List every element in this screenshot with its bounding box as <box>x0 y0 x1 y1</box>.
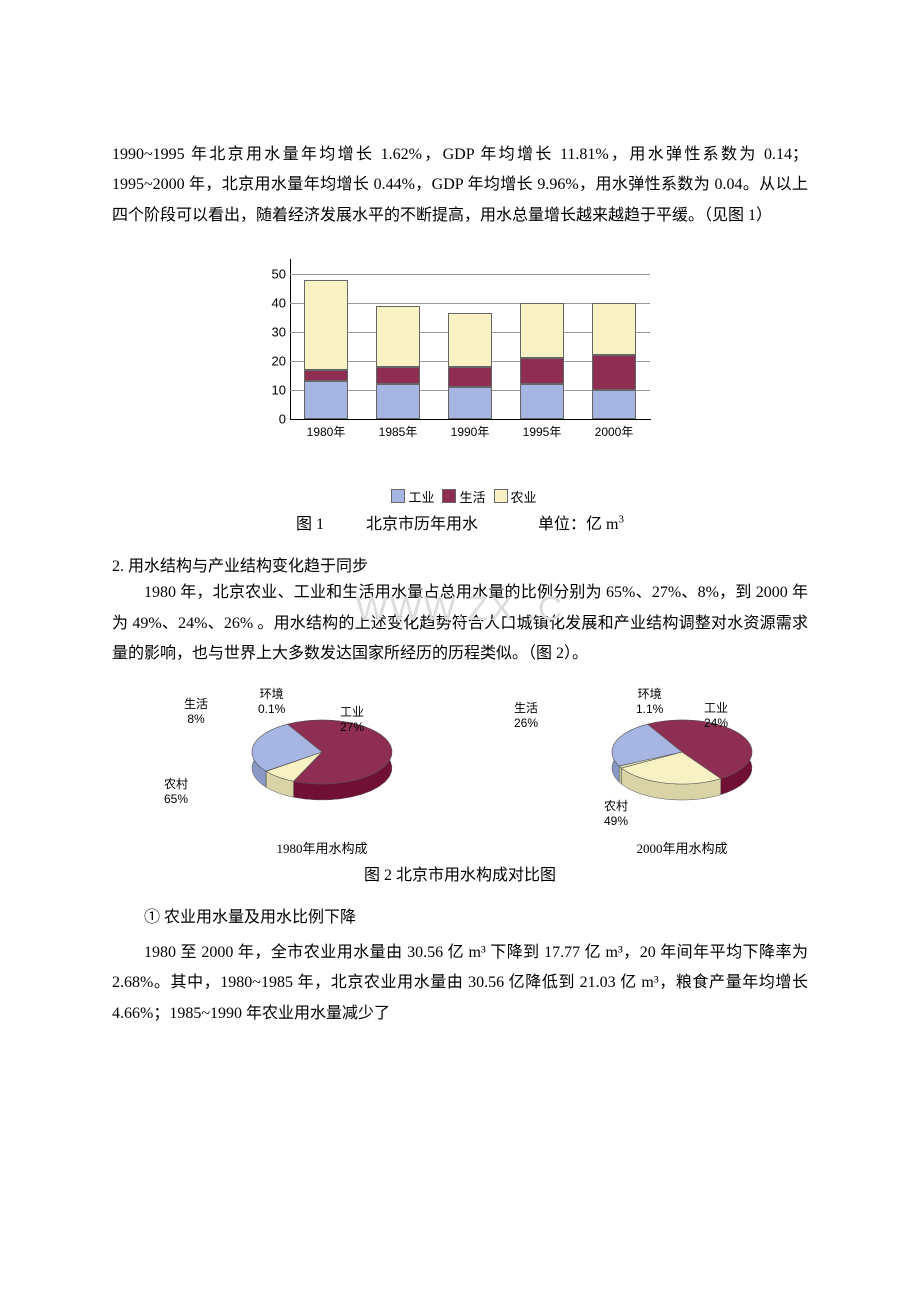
pie-2000-label-agri: 农村49% <box>604 799 628 829</box>
chart-1-caption: 图 1 北京市历年用水 单位：亿 m3 <box>112 510 808 534</box>
chart-1-ytick: 0 <box>264 412 286 427</box>
chart-1-bar <box>304 280 348 420</box>
pie-2000-label-life: 生活26% <box>514 701 538 731</box>
chart-1-caption-fig: 图 1 <box>296 516 324 533</box>
pie-1980-label-agri: 农村65% <box>164 777 188 807</box>
chart-1-caption-unit: 单位：亿 m <box>538 516 618 533</box>
chart-1-ytick: 30 <box>264 324 286 339</box>
chart-1-ytick: 10 <box>264 383 286 398</box>
pie-2000-label-ind: 工业24% <box>704 701 728 731</box>
pie-2000-label-env: 环境1.1% <box>636 687 663 717</box>
pie-2000-title: 2000年用水构成 <box>636 838 727 857</box>
pie-chart-1980: 农村65% 生活8% 环境0.1% 工业27% 1980年用水构成 <box>152 687 492 857</box>
pie-chart-2000: 生活26% 环境1.1% 工业24% 农村49% 2000年用水构成 <box>512 687 852 857</box>
pie-1980-label-env: 环境0.1% <box>258 687 285 717</box>
chart-1-legend-item: 生活 <box>459 490 485 505</box>
chart-1-legend: 工业 生活 农业 <box>112 487 808 506</box>
chart-1-xtick: 2000年 <box>584 423 644 440</box>
chart-1-legend-item: 工业 <box>408 490 434 505</box>
chart-1-ytick: 40 <box>264 295 286 310</box>
chart-2-caption: 图 2 北京市用水构成对比图 <box>112 861 808 885</box>
chart-1-ytick: 20 <box>264 353 286 368</box>
chart-1-caption-sup: 3 <box>618 514 624 526</box>
pie-1980-label-ind: 工业27% <box>340 705 364 735</box>
pie-1980-label-life: 生活8% <box>184 697 208 727</box>
chart-1: 0 10 20 30 40 50 1980年 1985年 1990年 1995年 2000年 <box>230 249 690 479</box>
chart-1-bar <box>448 313 492 419</box>
watermark: WWW.ZX .C <box>356 590 565 629</box>
chart-1-caption-title: 北京市历年用水 <box>366 516 478 533</box>
chart-1-bar <box>592 303 636 419</box>
section-3-bullet: ① 农业用水量及用水比例下降 <box>112 903 808 933</box>
pie-1980-title: 1980年用水构成 <box>276 838 367 857</box>
section-3-paragraph: 1980 至 2000 年，全市农业用水量由 30.56 亿 m³ 下降到 17… <box>112 938 808 1029</box>
chart-1-bar <box>376 306 420 419</box>
chart-1-xtick: 1985年 <box>368 423 428 440</box>
chart-1-xtick: 1990年 <box>440 423 500 440</box>
chart-1-bar <box>520 303 564 419</box>
chart-1-legend-item: 农业 <box>511 490 537 505</box>
chart-1-xtick: 1995年 <box>512 423 572 440</box>
chart-1-xtick: 1980年 <box>296 423 356 440</box>
chart-1-ytick: 50 <box>264 266 286 281</box>
pie-charts-row: 农村65% 生活8% 环境0.1% 工业27% 1980年用水构成 生活26% … <box>112 687 808 857</box>
section-2-heading: 2. 用水结构与产业结构变化趋于同步 <box>112 552 808 576</box>
paragraph-intro: 1990~1995 年北京用水量年均增长 1.62%，GDP 年均增长 11.8… <box>112 140 808 231</box>
